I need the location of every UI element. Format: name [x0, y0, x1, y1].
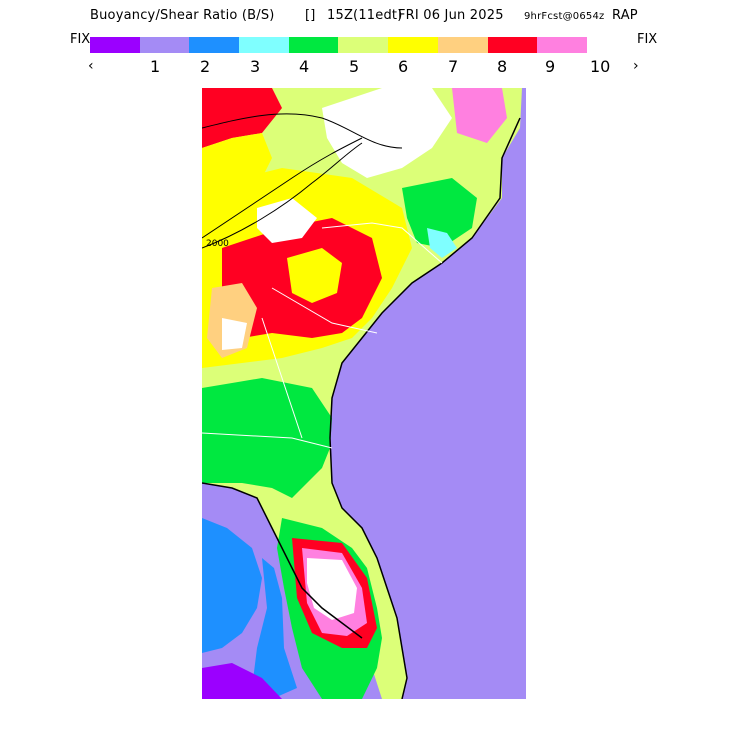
legend-label-5: 5 — [349, 57, 360, 76]
legend-labels: 1 2 3 4 5 6 7 8 9 10 — [0, 57, 729, 77]
white-region-north — [322, 88, 452, 178]
green-region-georgia — [202, 378, 332, 498]
legend-label-4: 4 — [299, 57, 310, 76]
legend-label-1: 1 — [150, 57, 161, 76]
next-arrow-button[interactable]: › — [633, 58, 639, 74]
legend-swatch-2 — [139, 37, 190, 53]
cyan-region-carolina — [427, 228, 457, 258]
white-pocket-west — [222, 318, 247, 350]
title-time: 15Z(11edt) — [327, 8, 403, 23]
map-panel[interactable]: 2000 — [202, 88, 526, 699]
fix-left-button[interactable]: FIX — [70, 32, 91, 47]
map-title: Buoyancy/Shear Ratio (B/S) [] 15Z(11edt)… — [0, 8, 729, 28]
legend-label-7: 7 — [448, 57, 459, 76]
legend-label-9: 9 — [545, 57, 556, 76]
title-date: FRI 06 Jun 2025 — [398, 8, 504, 23]
state-borders — [202, 222, 443, 449]
legend-swatch-7 — [388, 37, 438, 53]
contour-lines — [202, 113, 403, 249]
white-region-mid — [257, 198, 317, 243]
coastline — [329, 117, 521, 699]
title-box: [] — [305, 8, 316, 23]
pink-region-north — [452, 88, 507, 143]
legend-label-2: 2 — [200, 57, 211, 76]
legend-label-10: 10 — [590, 57, 611, 76]
map-svg: 2000 — [202, 88, 526, 699]
legend-label-8: 8 — [497, 57, 508, 76]
legend-swatch-4 — [239, 37, 289, 53]
legend-label-6: 6 — [398, 57, 409, 76]
gulf-coastline — [202, 482, 363, 639]
yellow-region-north — [202, 133, 272, 218]
fix-right-button[interactable]: FIX — [637, 32, 658, 47]
legend-swatch-1 — [90, 37, 140, 53]
legend-swatch-6 — [338, 37, 389, 53]
gulf-blue-coastal — [252, 558, 297, 699]
legend-swatch-5 — [288, 37, 339, 53]
title-main: Buoyancy/Shear Ratio (B/S) — [90, 8, 275, 23]
legend-swatch-9 — [487, 37, 538, 53]
green-region-carolina — [402, 178, 477, 248]
legend-swatch-10 — [537, 37, 587, 53]
color-legend — [90, 37, 587, 53]
legend-label-3: 3 — [250, 57, 261, 76]
contour-label: 2000 — [206, 239, 229, 249]
title-model: RAP — [612, 8, 638, 23]
yellow-pocket — [287, 248, 342, 303]
legend-swatch-3 — [189, 37, 240, 53]
title-forecast: 9hrFcst@0654z — [524, 11, 605, 22]
prev-arrow-button[interactable]: ‹ — [88, 58, 94, 74]
gulf-blue-region — [202, 518, 262, 653]
legend-swatch-8 — [437, 37, 488, 53]
gulf-purple-region — [202, 663, 282, 699]
